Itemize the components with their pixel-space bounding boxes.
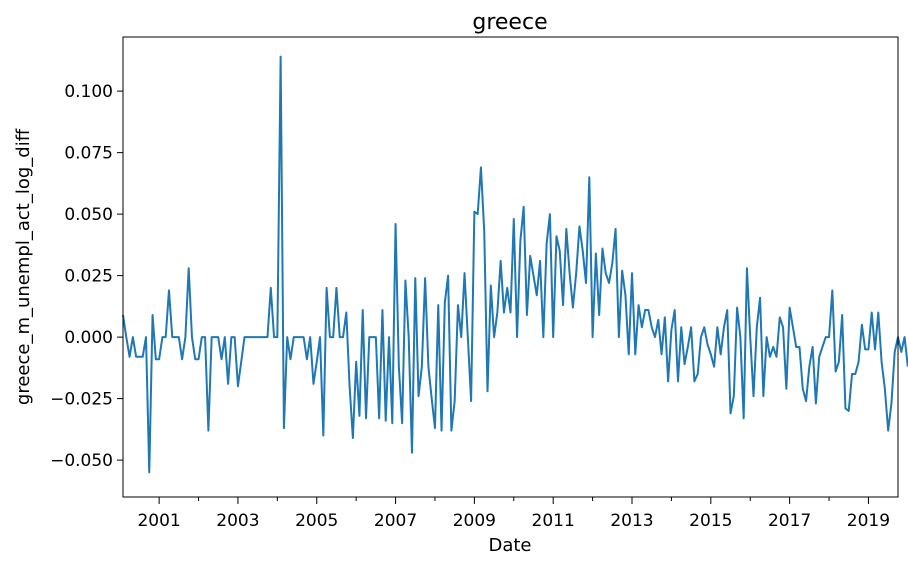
x-tick-label: 2011 (532, 511, 575, 531)
x-axis: 2001 2003 2005 2007 2009 2011 2013 2015 2017 2019 (137, 497, 890, 531)
y-tick-label: 0.025 (64, 267, 113, 287)
x-tick-label: 2009 (453, 511, 496, 531)
y-tick-label: 0.000 (64, 328, 113, 348)
y-tick-label: −0.050 (50, 451, 113, 471)
y-tick-label: 0.075 (64, 144, 113, 164)
x-tick-label: 2019 (847, 511, 890, 531)
chart-title: greece (472, 10, 547, 35)
y-axis-label: greece_m_unempl_act_log_diff (13, 128, 34, 405)
plot-frame (122, 36, 899, 498)
x-tick-label: 2001 (137, 511, 180, 531)
x-axis-label: Date (488, 535, 531, 556)
y-tick-label: −0.025 (50, 390, 113, 410)
x-tick-label: 2007 (374, 511, 417, 531)
y-tick-label: 0.050 (64, 205, 113, 225)
series-line (122, 55, 908, 474)
x-tick-label: 2017 (768, 511, 811, 531)
x-tick-label: 2005 (295, 511, 338, 531)
x-tick-label: 2013 (610, 511, 653, 531)
x-tick-label: 2015 (689, 511, 732, 531)
y-tick-label: 0.100 (64, 82, 113, 102)
x-tick-label: 2003 (216, 511, 259, 531)
y-axis: −0.050 −0.025 0.000 0.025 0.050 0.075 0.100 (50, 82, 123, 471)
